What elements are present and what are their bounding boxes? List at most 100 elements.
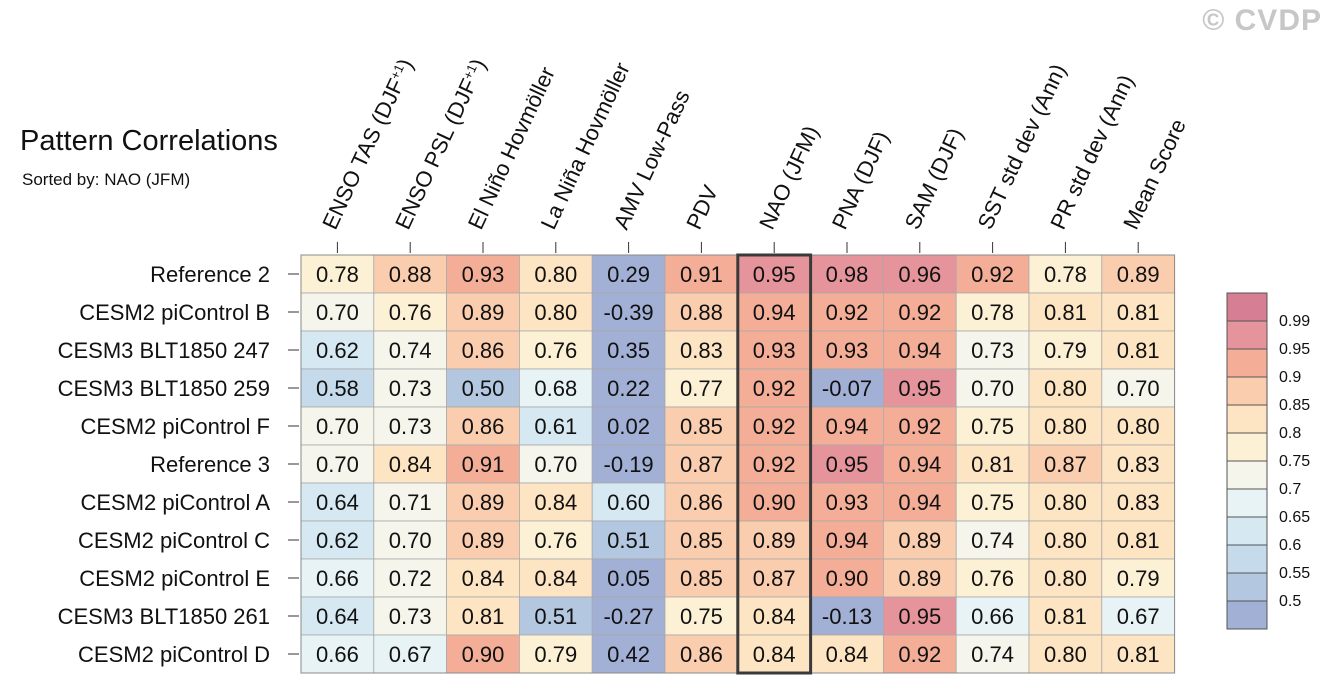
cell-value: 0.62 [316, 338, 359, 363]
cell-value: 0.84 [389, 452, 432, 477]
heatmap-cell [810, 444, 884, 484]
cell-value: 0.73 [389, 414, 432, 439]
heatmap-cell [955, 444, 1030, 484]
cell-value: -0.07 [822, 376, 872, 401]
cell-value: 0.51 [534, 604, 577, 629]
heatmap-cell [664, 482, 739, 522]
heatmap-cell [664, 330, 739, 370]
cell-value: 0.95 [898, 604, 941, 629]
heatmap-cell [1101, 406, 1176, 446]
heatmap-cell [373, 368, 447, 408]
heatmap-cell [664, 634, 739, 674]
row-label: Reference 2 [150, 262, 270, 287]
cell-value: 0.92 [753, 414, 796, 439]
heatmap-cell [446, 368, 520, 408]
cell-value: 0.86 [680, 642, 723, 667]
heatmap-cell [373, 254, 447, 294]
row-label: CESM2 piControl E [79, 566, 270, 591]
cell-value: 0.93 [826, 490, 869, 515]
column-label: SAM (DJF) [900, 124, 969, 233]
heatmap-cell [810, 520, 884, 560]
cell-value: 0.86 [462, 414, 505, 439]
cell-value: 0.02 [607, 414, 650, 439]
chart-subtitle: Sorted by: NAO (JFM) [22, 170, 191, 189]
cell-value: 0.87 [753, 566, 796, 591]
cell-value: 0.51 [607, 528, 650, 553]
cell-value: 0.67 [1117, 604, 1160, 629]
cell-value: 0.80 [1044, 566, 1087, 591]
cell-value: 0.94 [753, 300, 796, 325]
heatmap-cell [955, 406, 1030, 446]
heatmap-cell [300, 444, 375, 484]
cell-value: 0.84 [753, 604, 796, 629]
cell-value: 0.92 [971, 262, 1014, 287]
heatmap-cell [519, 520, 593, 560]
heatmap-cell [664, 368, 739, 408]
column-label: Mean Score [1118, 115, 1191, 233]
heatmap-cell [1101, 634, 1176, 674]
heatmap-cell [955, 596, 1030, 636]
cell-value: 0.35 [607, 338, 650, 363]
cell-value: 0.83 [680, 338, 723, 363]
heatmap-cell [300, 406, 375, 446]
cell-value: 0.74 [389, 338, 432, 363]
heatmap-cell [955, 330, 1030, 370]
cell-value: 0.70 [316, 300, 359, 325]
cell-value: 0.77 [680, 376, 723, 401]
cell-value: 0.93 [753, 338, 796, 363]
heatmap-cell [519, 558, 593, 598]
cell-value: 0.78 [1044, 262, 1087, 287]
cell-value: 0.94 [898, 490, 941, 515]
cell-value: 0.80 [1044, 376, 1087, 401]
cell-value: 0.70 [1117, 376, 1160, 401]
cell-value: 0.88 [680, 300, 723, 325]
heatmap-cell [591, 406, 666, 446]
cell-value: -0.19 [604, 452, 654, 477]
heatmap-cell [591, 292, 666, 332]
chart-title: Pattern Correlations [20, 125, 278, 157]
colorbar-swatch [1227, 601, 1267, 630]
heatmap-cell [883, 596, 957, 636]
heatmap-cell [883, 330, 957, 370]
row-label: CESM2 piControl A [80, 490, 270, 515]
cell-value: 0.79 [534, 642, 577, 667]
cell-value: 0.76 [971, 566, 1014, 591]
cell-value: 0.05 [607, 566, 650, 591]
colorbar-swatch [1227, 321, 1267, 350]
cell-value: 0.80 [534, 262, 577, 287]
cell-value: 0.58 [316, 376, 359, 401]
cell-value: 0.89 [753, 528, 796, 553]
cell-value: 0.84 [462, 566, 505, 591]
heatmap-cell [1028, 368, 1103, 408]
heatmap-cell [955, 558, 1030, 598]
cell-value: 0.83 [1117, 490, 1160, 515]
cell-value: 0.92 [753, 452, 796, 477]
cell-value: 0.73 [389, 376, 432, 401]
cell-value: 0.84 [534, 566, 577, 591]
cell-value: 0.78 [971, 300, 1014, 325]
watermark: © CVDP [1202, 4, 1322, 37]
cell-value: -0.13 [822, 604, 872, 629]
cell-value: 0.87 [1044, 452, 1087, 477]
heatmap-cell [519, 330, 593, 370]
cell-value: 0.64 [316, 604, 359, 629]
colorbar-swatch [1227, 573, 1267, 602]
colorbar-frame [1226, 292, 1268, 630]
cell-value: 0.75 [971, 414, 1014, 439]
heatmap-cell [810, 254, 884, 294]
cell-value: 0.29 [607, 262, 650, 287]
cell-value: 0.80 [534, 300, 577, 325]
heatmap-cell [373, 634, 447, 674]
heatmap-cell [591, 444, 666, 484]
colorbar-tick-label: 0.55 [1279, 565, 1310, 582]
column-label: NAO (JFM) [754, 122, 824, 233]
cell-value: 0.87 [680, 452, 723, 477]
heatmap-cell [1028, 596, 1103, 636]
heatmap-cell [446, 558, 520, 598]
heatmap-cell [519, 406, 593, 446]
cell-value: 0.89 [462, 300, 505, 325]
colorbar-swatch [1227, 293, 1267, 322]
colorbar-tick-label: 0.5 [1279, 593, 1301, 610]
colorbar-tick-label: 0.7 [1279, 481, 1301, 498]
heatmap-cell [810, 406, 884, 446]
